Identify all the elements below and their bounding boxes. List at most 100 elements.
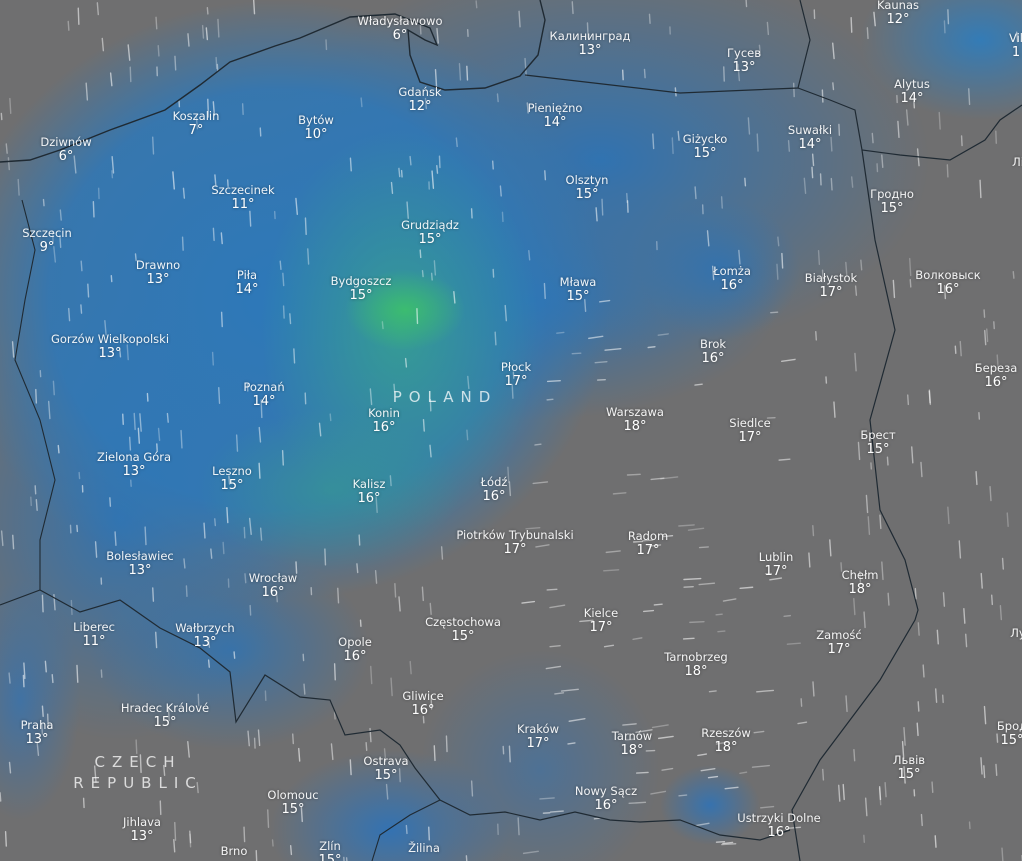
city-label[interactable]: Warszawa 18° xyxy=(606,405,664,434)
city-temperature: 18° xyxy=(848,582,872,597)
city-label[interactable]: Olomouc 15° xyxy=(267,788,318,817)
city-label[interactable]: Dziwnów 6° xyxy=(40,135,91,164)
wind-streak xyxy=(430,272,433,281)
city-label[interactable]: Гродно 15° xyxy=(870,187,914,216)
city-label[interactable]: Białystok 17° xyxy=(805,271,857,300)
wind-streak xyxy=(694,186,697,200)
wind-streak xyxy=(715,613,723,616)
wind-streak xyxy=(914,587,917,600)
city-label[interactable]: Władysławowo 6° xyxy=(358,14,443,43)
wind-streak xyxy=(92,200,95,218)
city-label[interactable]: Grudziądz 15° xyxy=(401,218,459,247)
city-temperature: 1 xyxy=(1011,45,1021,60)
city-label[interactable]: Wałbrzych 13° xyxy=(175,621,234,650)
city-label[interactable]: Žilina xyxy=(408,841,440,855)
city-label[interactable]: Лу xyxy=(1010,626,1022,640)
city-label[interactable]: Kalisz 16° xyxy=(353,477,386,506)
city-label[interactable]: Lublin 17° xyxy=(759,550,793,579)
city-label[interactable]: Giżycko 15° xyxy=(683,132,728,161)
city-temperature: 13° xyxy=(25,732,49,747)
city-label[interactable]: Kielce 17° xyxy=(584,606,618,635)
wind-streak xyxy=(922,664,925,678)
city-temperature: 18° xyxy=(684,664,708,679)
city-label[interactable]: Siedlce 17° xyxy=(729,416,770,445)
city-label[interactable]: Калининград 13° xyxy=(550,29,631,58)
wind-streak xyxy=(458,63,462,81)
city-label[interactable]: Piotrków Trybunalski 17° xyxy=(456,528,573,557)
city-label[interactable]: Brok 16° xyxy=(700,337,726,366)
city-label[interactable]: Suwałki 14° xyxy=(788,123,832,152)
wind-streak xyxy=(375,496,378,513)
city-label[interactable]: Praha 13° xyxy=(21,718,54,747)
city-label[interactable]: Hradec Králové 15° xyxy=(121,701,209,730)
city-label[interactable]: Pieniężno 14° xyxy=(528,101,583,130)
city-label[interactable]: Szczecinek 11° xyxy=(211,183,274,212)
city-name: Zamość xyxy=(816,628,862,642)
city-label[interactable]: Kraków 17° xyxy=(517,722,559,751)
city-label[interactable]: Волковыск 16° xyxy=(915,268,980,297)
city-label[interactable]: Лі xyxy=(1012,155,1022,169)
city-label[interactable]: Bytów 10° xyxy=(298,113,334,142)
city-label[interactable]: Koszalin 7° xyxy=(173,109,220,138)
city-temperature: 17° xyxy=(819,285,843,300)
wind-streak xyxy=(349,157,352,172)
wind-streak xyxy=(975,470,978,486)
city-label[interactable]: Ustrzyki Dolne 16° xyxy=(737,811,820,840)
city-label[interactable]: Drawno 13° xyxy=(136,258,180,287)
city-label[interactable]: Brno xyxy=(221,844,248,858)
city-label[interactable]: Gorzów Wielkopolski 13° xyxy=(51,332,169,361)
wind-streak xyxy=(134,253,137,262)
city-label[interactable]: Poznań 14° xyxy=(243,380,284,409)
city-label[interactable]: Mława 15° xyxy=(560,275,597,304)
city-label[interactable]: Konin 16° xyxy=(368,406,400,435)
city-label[interactable]: Nowy Sącz 16° xyxy=(575,784,637,813)
city-label[interactable]: Opole 16° xyxy=(338,635,372,664)
city-label[interactable]: Брест 15° xyxy=(860,428,895,457)
city-label[interactable]: Vil 1 xyxy=(1009,31,1022,60)
city-label[interactable]: Chełm 18° xyxy=(842,568,879,597)
wind-streak xyxy=(187,741,190,758)
city-temperature: 13° xyxy=(98,346,122,361)
city-label[interactable]: Radom 17° xyxy=(628,529,668,558)
city-label[interactable]: Płock 17° xyxy=(501,360,531,389)
city-label[interactable]: Wrocław 16° xyxy=(249,571,297,600)
city-label[interactable]: Piła 14° xyxy=(235,268,258,297)
city-label[interactable]: Szczecin 9° xyxy=(22,226,72,255)
city-label[interactable]: Gliwice 16° xyxy=(402,689,443,718)
city-label[interactable]: Zamość 17° xyxy=(816,628,861,657)
wind-streak xyxy=(594,361,608,364)
country-label-czech-republic: CZECH REPUBLIC xyxy=(73,753,203,792)
city-label[interactable]: Łomża 16° xyxy=(713,264,751,293)
city-label[interactable]: Bolesławiec 13° xyxy=(106,549,174,578)
wind-streak xyxy=(318,422,322,437)
city-name: Брод xyxy=(996,719,1022,733)
city-label[interactable]: Olsztyn 15° xyxy=(566,173,609,202)
city-label[interactable]: Zlín 15° xyxy=(318,839,341,861)
city-label[interactable]: Kaunas 12° xyxy=(877,0,919,27)
city-label[interactable]: Gdańsk 12° xyxy=(398,85,441,114)
city-label[interactable]: Tarnów 18° xyxy=(612,729,652,758)
city-label[interactable]: Ostrava 15° xyxy=(363,754,408,783)
city-label[interactable]: Częstochowa 15° xyxy=(425,615,501,644)
city-label[interactable]: Береза 16° xyxy=(975,361,1018,390)
city-label[interactable]: Jihlava 13° xyxy=(123,815,161,844)
wind-streak xyxy=(41,705,44,718)
city-label[interactable]: Zielona Góra 13° xyxy=(97,450,171,479)
city-label[interactable]: Брод15° xyxy=(997,719,1022,748)
city-label[interactable]: Bydgoszcz 15° xyxy=(331,274,392,303)
city-label[interactable]: Rzeszów 18° xyxy=(701,726,751,755)
city-label[interactable]: Alytus 14° xyxy=(894,77,930,106)
wind-streak xyxy=(172,171,175,190)
city-label[interactable]: Leszno 15° xyxy=(212,464,252,493)
wind-streak xyxy=(252,0,256,15)
wind-streak xyxy=(720,196,723,209)
city-label[interactable]: Львів 15° xyxy=(893,753,925,782)
city-label[interactable]: Liberec 11° xyxy=(73,620,115,649)
city-label[interactable]: Tarnobrzeg 18° xyxy=(664,650,727,679)
wind-streak xyxy=(560,688,579,692)
wind-streak xyxy=(943,20,946,34)
city-label[interactable]: Łódź 16° xyxy=(481,475,508,504)
wind-streak xyxy=(544,170,547,181)
city-label[interactable]: Гусев 13° xyxy=(727,46,761,75)
